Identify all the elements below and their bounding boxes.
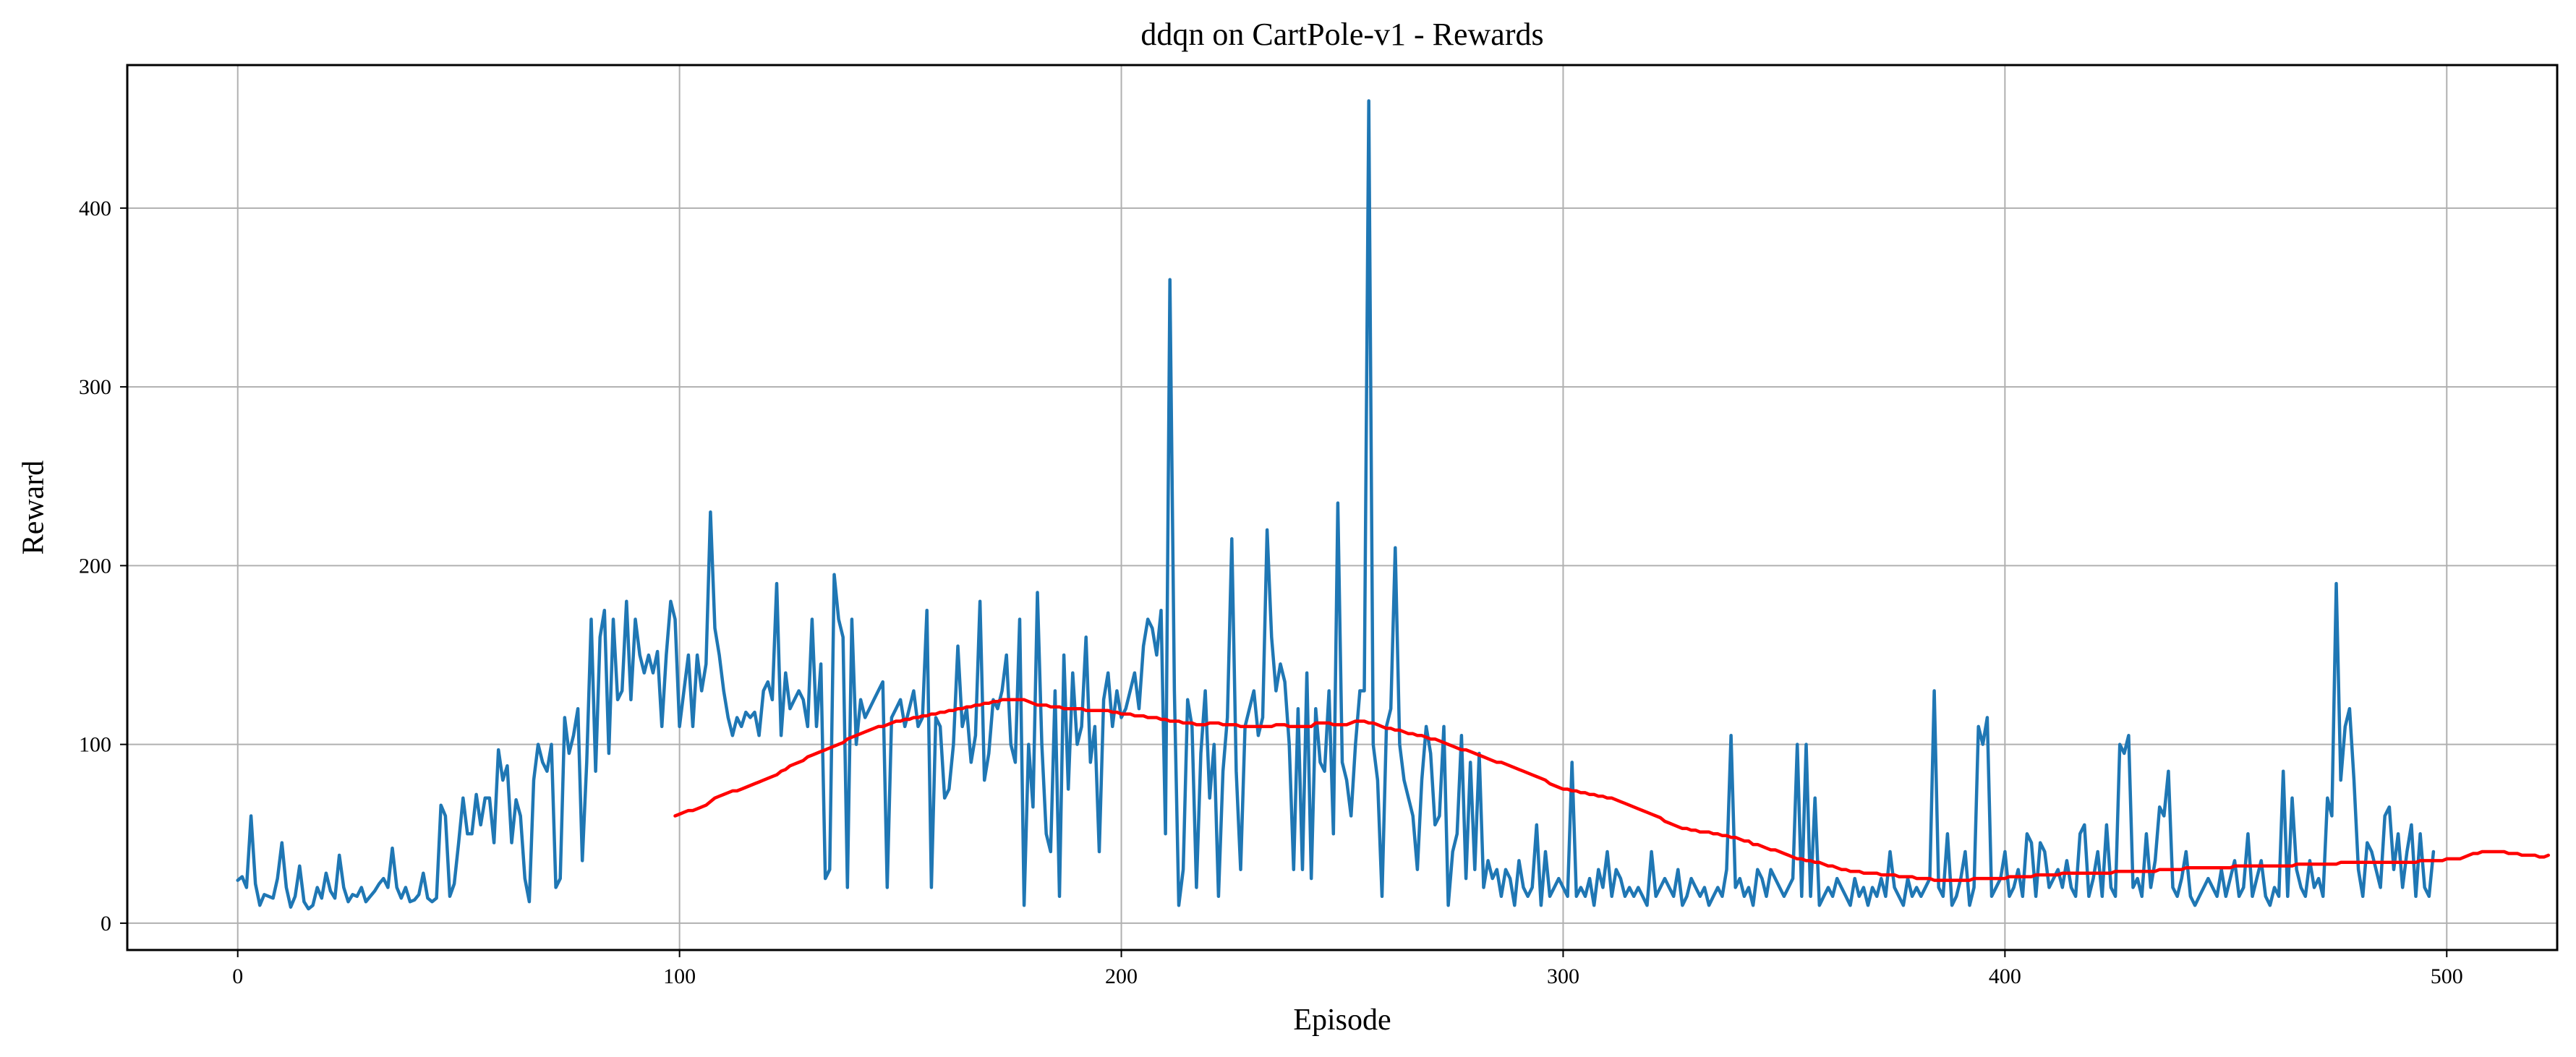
chart-title: ddqn on CartPole-v1 - Rewards: [1140, 17, 1543, 52]
x-tick-label: 0: [232, 964, 243, 988]
y-tick-label: 300: [79, 375, 111, 399]
x-tick-label: 300: [1547, 964, 1579, 988]
y-tick-label: 0: [101, 912, 111, 936]
y-tick-label: 200: [79, 554, 111, 578]
x-tick-label: 100: [663, 964, 696, 988]
y-tick-label: 400: [79, 197, 111, 221]
axis-ticks: 0 100 200 300 400 500 0 100 200 300 400: [79, 197, 2463, 988]
moving-average-line: [673, 698, 2551, 882]
raw-rewards-line: [236, 99, 2436, 911]
x-axis-label: Episode: [1293, 1003, 1391, 1037]
x-tick-label: 400: [1989, 964, 2021, 988]
series-lines: [236, 99, 2551, 911]
x-tick-label: 200: [1105, 964, 1138, 988]
x-tick-label: 500: [2431, 964, 2463, 988]
gridlines: [127, 65, 2557, 950]
y-tick-label: 100: [79, 733, 111, 757]
plot-frame: [126, 64, 2559, 951]
y-axis-label: Reward: [17, 461, 51, 555]
